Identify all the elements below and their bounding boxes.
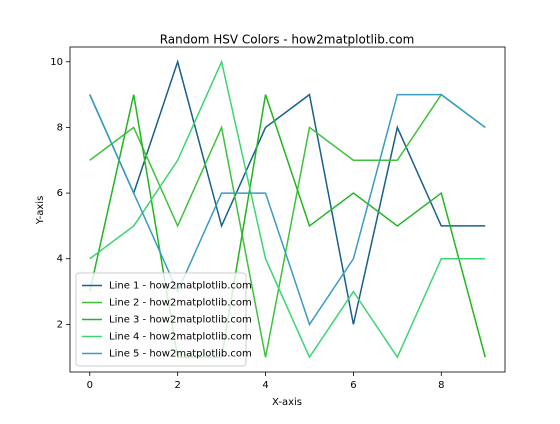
data-line <box>89 93 486 358</box>
data-line <box>89 59 486 359</box>
y-tick-label: 2 <box>57 319 63 330</box>
y-tick-label: 4 <box>57 254 63 265</box>
x-tick-label: 0 <box>87 380 93 391</box>
chart-title: Random HSV Colors - how2matplotlib.com <box>160 33 415 47</box>
legend: Line 1 - how2matplotlib.com Line 2 - how2… <box>75 272 252 367</box>
x-tick-label: 8 <box>438 380 444 391</box>
legend-label: Line 5 - how2matplotlib.com <box>109 349 252 360</box>
y-axis-label: Y-axis <box>35 196 46 226</box>
legend-box <box>75 272 247 367</box>
x-tick-label: 4 <box>262 380 268 391</box>
y-tick-label: 6 <box>57 188 63 199</box>
x-axis-label: X-axis <box>272 397 302 408</box>
legend-label: Line 1 - how2matplotlib.com <box>109 281 252 292</box>
data-line <box>89 59 486 325</box>
x-tick-label: 6 <box>350 380 356 391</box>
data-line <box>89 94 486 358</box>
plot-frame <box>69 46 506 373</box>
x-tick-label: 2 <box>174 380 180 391</box>
legend-label: Line 2 - how2matplotlib.com <box>109 298 252 309</box>
y-tick-label: 10 <box>50 57 63 68</box>
data-line <box>89 93 486 327</box>
legend-label: Line 4 - how2matplotlib.com <box>109 332 252 343</box>
y-tick-label: 8 <box>57 122 63 133</box>
legend-label: Line 3 - how2matplotlib.com <box>109 315 252 326</box>
